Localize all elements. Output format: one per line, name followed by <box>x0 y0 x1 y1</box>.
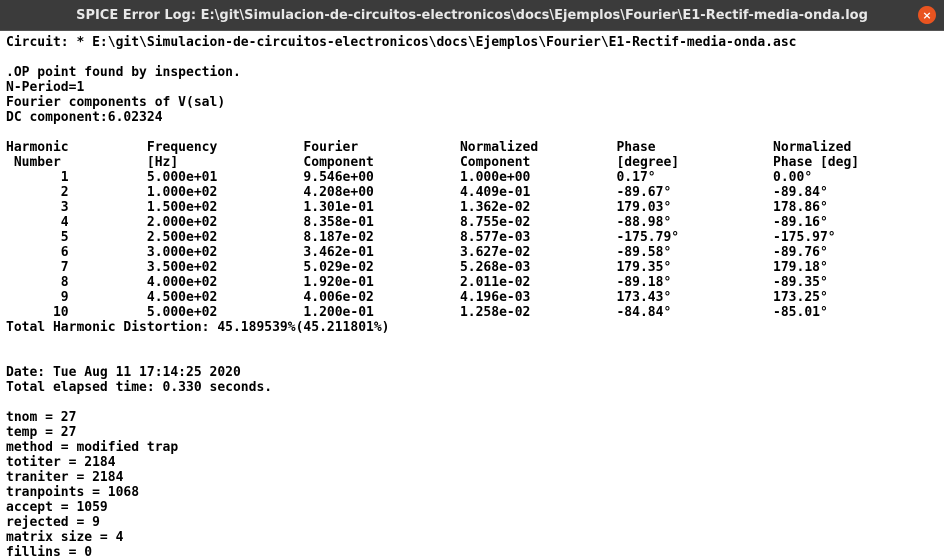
log-text: Circuit: * E:\git\Simulacion-de-circuito… <box>0 31 944 556</box>
window-title: SPICE Error Log: E:\git\Simulacion-de-ci… <box>76 8 868 23</box>
log-content-frame: Circuit: * E:\git\Simulacion-de-circuito… <box>0 30 944 556</box>
close-icon[interactable]: × <box>918 6 936 24</box>
titlebar: SPICE Error Log: E:\git\Simulacion-de-ci… <box>0 0 944 30</box>
